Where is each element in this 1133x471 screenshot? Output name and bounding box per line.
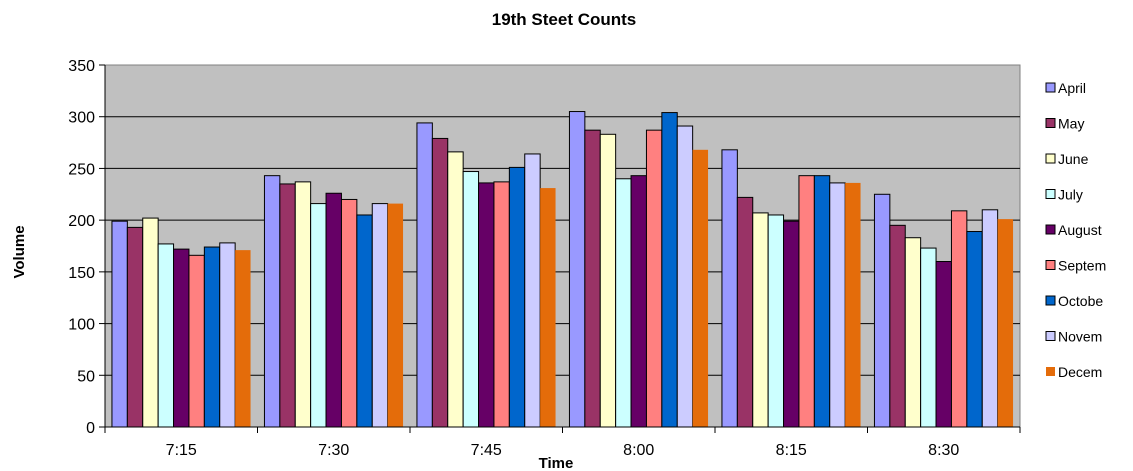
legend-swatch: [1045, 118, 1056, 128]
bar: [203, 246, 221, 428]
bar: [263, 175, 281, 428]
y-ticks: 0 50 100 150 200 250 300 350: [68, 58, 105, 437]
x-tick-label: 8:00: [623, 442, 654, 459]
bar: [524, 153, 541, 428]
bar: [387, 203, 404, 427]
bar: [829, 182, 846, 428]
plot-area: [104, 64, 1021, 428]
chart-title: 19th Steet Counts: [492, 10, 637, 29]
y-tick-label: 200: [68, 213, 95, 230]
legend-label: Septem: [1058, 258, 1106, 274]
bar: [904, 237, 922, 428]
x-tick-label: 7:30: [318, 442, 349, 459]
bar: [721, 149, 738, 428]
bar: [783, 220, 800, 428]
bars: [111, 111, 1014, 428]
y-tick-label: 0: [86, 420, 95, 437]
bar: [279, 183, 296, 428]
bar: [950, 210, 968, 428]
legend-swatch: [1046, 367, 1055, 376]
y-tick-label: 300: [68, 110, 95, 127]
bar: [920, 247, 937, 428]
legend-swatch: [1045, 260, 1056, 270]
x-tick-label: 7:15: [166, 442, 197, 459]
bar: [645, 129, 663, 428]
bar: [493, 181, 510, 428]
bar: [540, 188, 556, 427]
legend-label: Novem: [1058, 329, 1102, 345]
legend-swatch: [1045, 295, 1056, 306]
bar: [431, 137, 449, 428]
bar: [462, 171, 480, 428]
bar: [371, 203, 389, 428]
y-tick-label: 350: [68, 58, 95, 75]
bar: [356, 214, 373, 428]
bar: [478, 182, 495, 428]
bar: [325, 192, 342, 428]
legend-label: August: [1058, 222, 1102, 238]
y-tick-label: 50: [77, 368, 95, 385]
y-axis-title: Volume: [11, 225, 28, 278]
bar: [142, 217, 159, 428]
legend-swatch: [1045, 331, 1056, 341]
legend-label: May: [1058, 116, 1084, 132]
bar: [294, 181, 312, 428]
bar: [173, 248, 190, 428]
legend-label: July: [1058, 187, 1083, 203]
legend-label: Octobe: [1058, 293, 1103, 309]
bar: [111, 220, 128, 428]
bar: [508, 166, 526, 428]
x-ticks: 7:15 7:30 7:45 8:00 8:15 8:30: [104, 427, 1021, 459]
y-tick-label: 150: [68, 265, 95, 282]
bar: [661, 112, 678, 428]
bar: [340, 198, 358, 428]
bar: [692, 149, 709, 427]
bar: [219, 242, 236, 428]
bar: [188, 254, 205, 428]
bar: [568, 111, 586, 428]
bar: [752, 212, 769, 428]
bar: [126, 226, 144, 428]
bar: [966, 231, 983, 428]
x-tick-label: 8:30: [928, 442, 959, 459]
gridlines: [105, 116, 1020, 376]
x-tick-label: 8:15: [776, 442, 807, 459]
bar: [813, 175, 831, 428]
bar: [630, 175, 647, 428]
bar: [615, 178, 632, 428]
legend-label: Decem: [1058, 364, 1102, 380]
legend-swatch: [1045, 224, 1056, 235]
bar: [676, 125, 694, 428]
bar: [157, 243, 175, 428]
bar: [873, 193, 891, 428]
bar: [736, 196, 754, 428]
legend-swatch: [1045, 82, 1056, 93]
legend: April May June July August Septem Octobe Novem D…: [1045, 80, 1106, 380]
bar: [235, 250, 251, 427]
legend-label: April: [1058, 80, 1086, 96]
x-axis-title: Time: [539, 455, 574, 471]
bar: [416, 122, 433, 428]
bar: [599, 133, 617, 428]
legend-swatch: [1045, 189, 1056, 199]
bar: [997, 219, 1014, 427]
bar: [889, 224, 906, 428]
bar: [981, 209, 999, 428]
bar: [935, 261, 952, 428]
bar: [798, 175, 815, 428]
x-tick-label: 7:45: [471, 442, 502, 459]
legend-swatch: [1045, 153, 1056, 164]
bar: [447, 151, 464, 428]
bar: [845, 182, 861, 427]
y-tick-label: 250: [68, 161, 95, 178]
bar: [310, 203, 327, 428]
bar: [767, 214, 785, 428]
y-tick-label: 100: [68, 317, 95, 334]
legend-label: June: [1058, 151, 1089, 167]
bar: [584, 129, 601, 428]
